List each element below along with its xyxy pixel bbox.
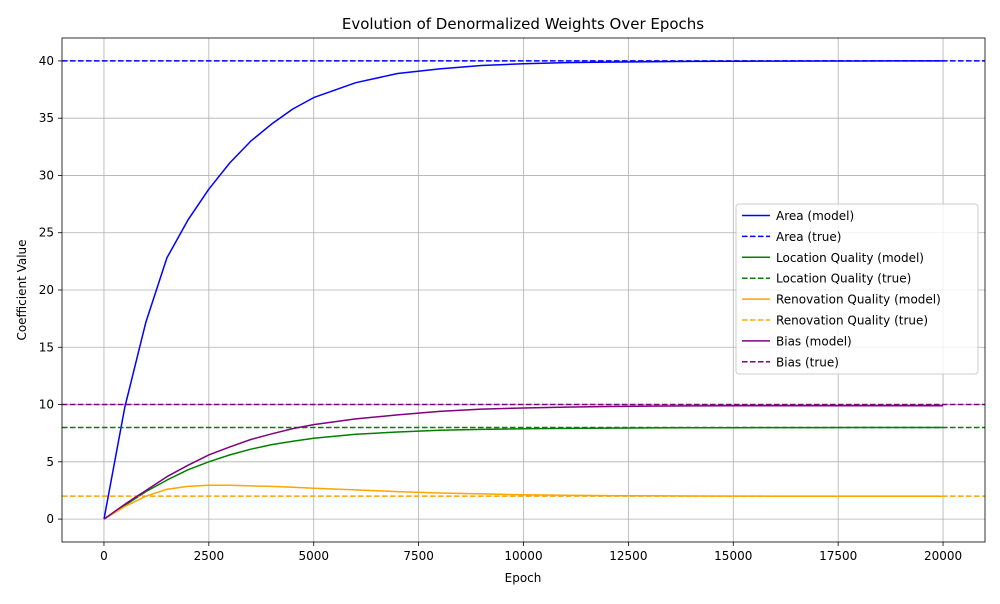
legend-label: Bias (true) [776, 355, 839, 369]
y-tick: 25 [39, 226, 62, 240]
x-tick-label: 17500 [819, 549, 857, 563]
x-tick: 7500 [403, 542, 434, 563]
plot-lines [62, 60, 985, 520]
y-tick: 10 [39, 398, 62, 412]
x-tick: 0 [100, 542, 108, 563]
y-tick: 20 [39, 283, 62, 297]
y-tick-label: 15 [39, 340, 54, 354]
x-tick-label: 12500 [609, 549, 647, 563]
legend-label: Area (model) [776, 209, 854, 223]
legend-label: Bias (model) [776, 334, 852, 348]
y-axis-label: Coefficient Value [15, 239, 29, 340]
x-tick-label: 10000 [504, 549, 542, 563]
y-tick: 5 [46, 455, 62, 469]
y-tick: 40 [39, 54, 62, 68]
legend-label: Renovation Quality (true) [776, 314, 928, 328]
y-tick-label: 40 [39, 54, 54, 68]
y-tick-label: 35 [39, 111, 54, 125]
y-tick: 0 [46, 512, 62, 526]
x-tick: 15000 [714, 542, 752, 563]
series-line-6 [103, 404, 943, 520]
x-tick: 20000 [924, 542, 962, 563]
y-tick-label: 25 [39, 226, 54, 240]
y-tick: 30 [39, 168, 62, 182]
y-axis: 0 5 10 15 20 25 30 35 40 [39, 54, 62, 526]
y-tick-label: 20 [39, 283, 54, 297]
x-axis: 0 2500 5000 7500 10000 12500 15000 17500 20000 [100, 542, 962, 563]
y-tick: 15 [39, 340, 62, 354]
x-tick: 5000 [298, 542, 329, 563]
y-tick-label: 5 [46, 455, 54, 469]
legend: Area (model) Area (true) Location Quality … [735, 203, 979, 375]
x-tick-label: 5000 [298, 549, 329, 563]
y-tick-label: 10 [39, 398, 54, 412]
legend-label: Renovation Quality (model) [776, 293, 941, 307]
y-tick-label: 0 [46, 512, 54, 526]
x-tick: 12500 [609, 542, 647, 563]
x-tick-label: 0 [100, 549, 108, 563]
x-axis-label: Epoch [505, 571, 542, 585]
legend-box [735, 203, 979, 375]
x-tick: 2500 [194, 542, 225, 563]
chart-title: Evolution of Denormalized Weights Over E… [342, 15, 704, 33]
x-tick-label: 15000 [714, 549, 752, 563]
x-tick-label: 2500 [194, 549, 225, 563]
legend-label: Location Quality (model) [776, 251, 924, 265]
legend-label: Location Quality (true) [776, 272, 911, 286]
legend-label: Area (true) [776, 230, 841, 244]
y-tick-label: 30 [39, 168, 54, 182]
x-tick: 17500 [819, 542, 857, 563]
y-tick: 35 [39, 111, 62, 125]
x-tick-label: 20000 [924, 549, 962, 563]
x-tick: 10000 [504, 542, 543, 563]
x-tick-label: 7500 [403, 549, 434, 563]
